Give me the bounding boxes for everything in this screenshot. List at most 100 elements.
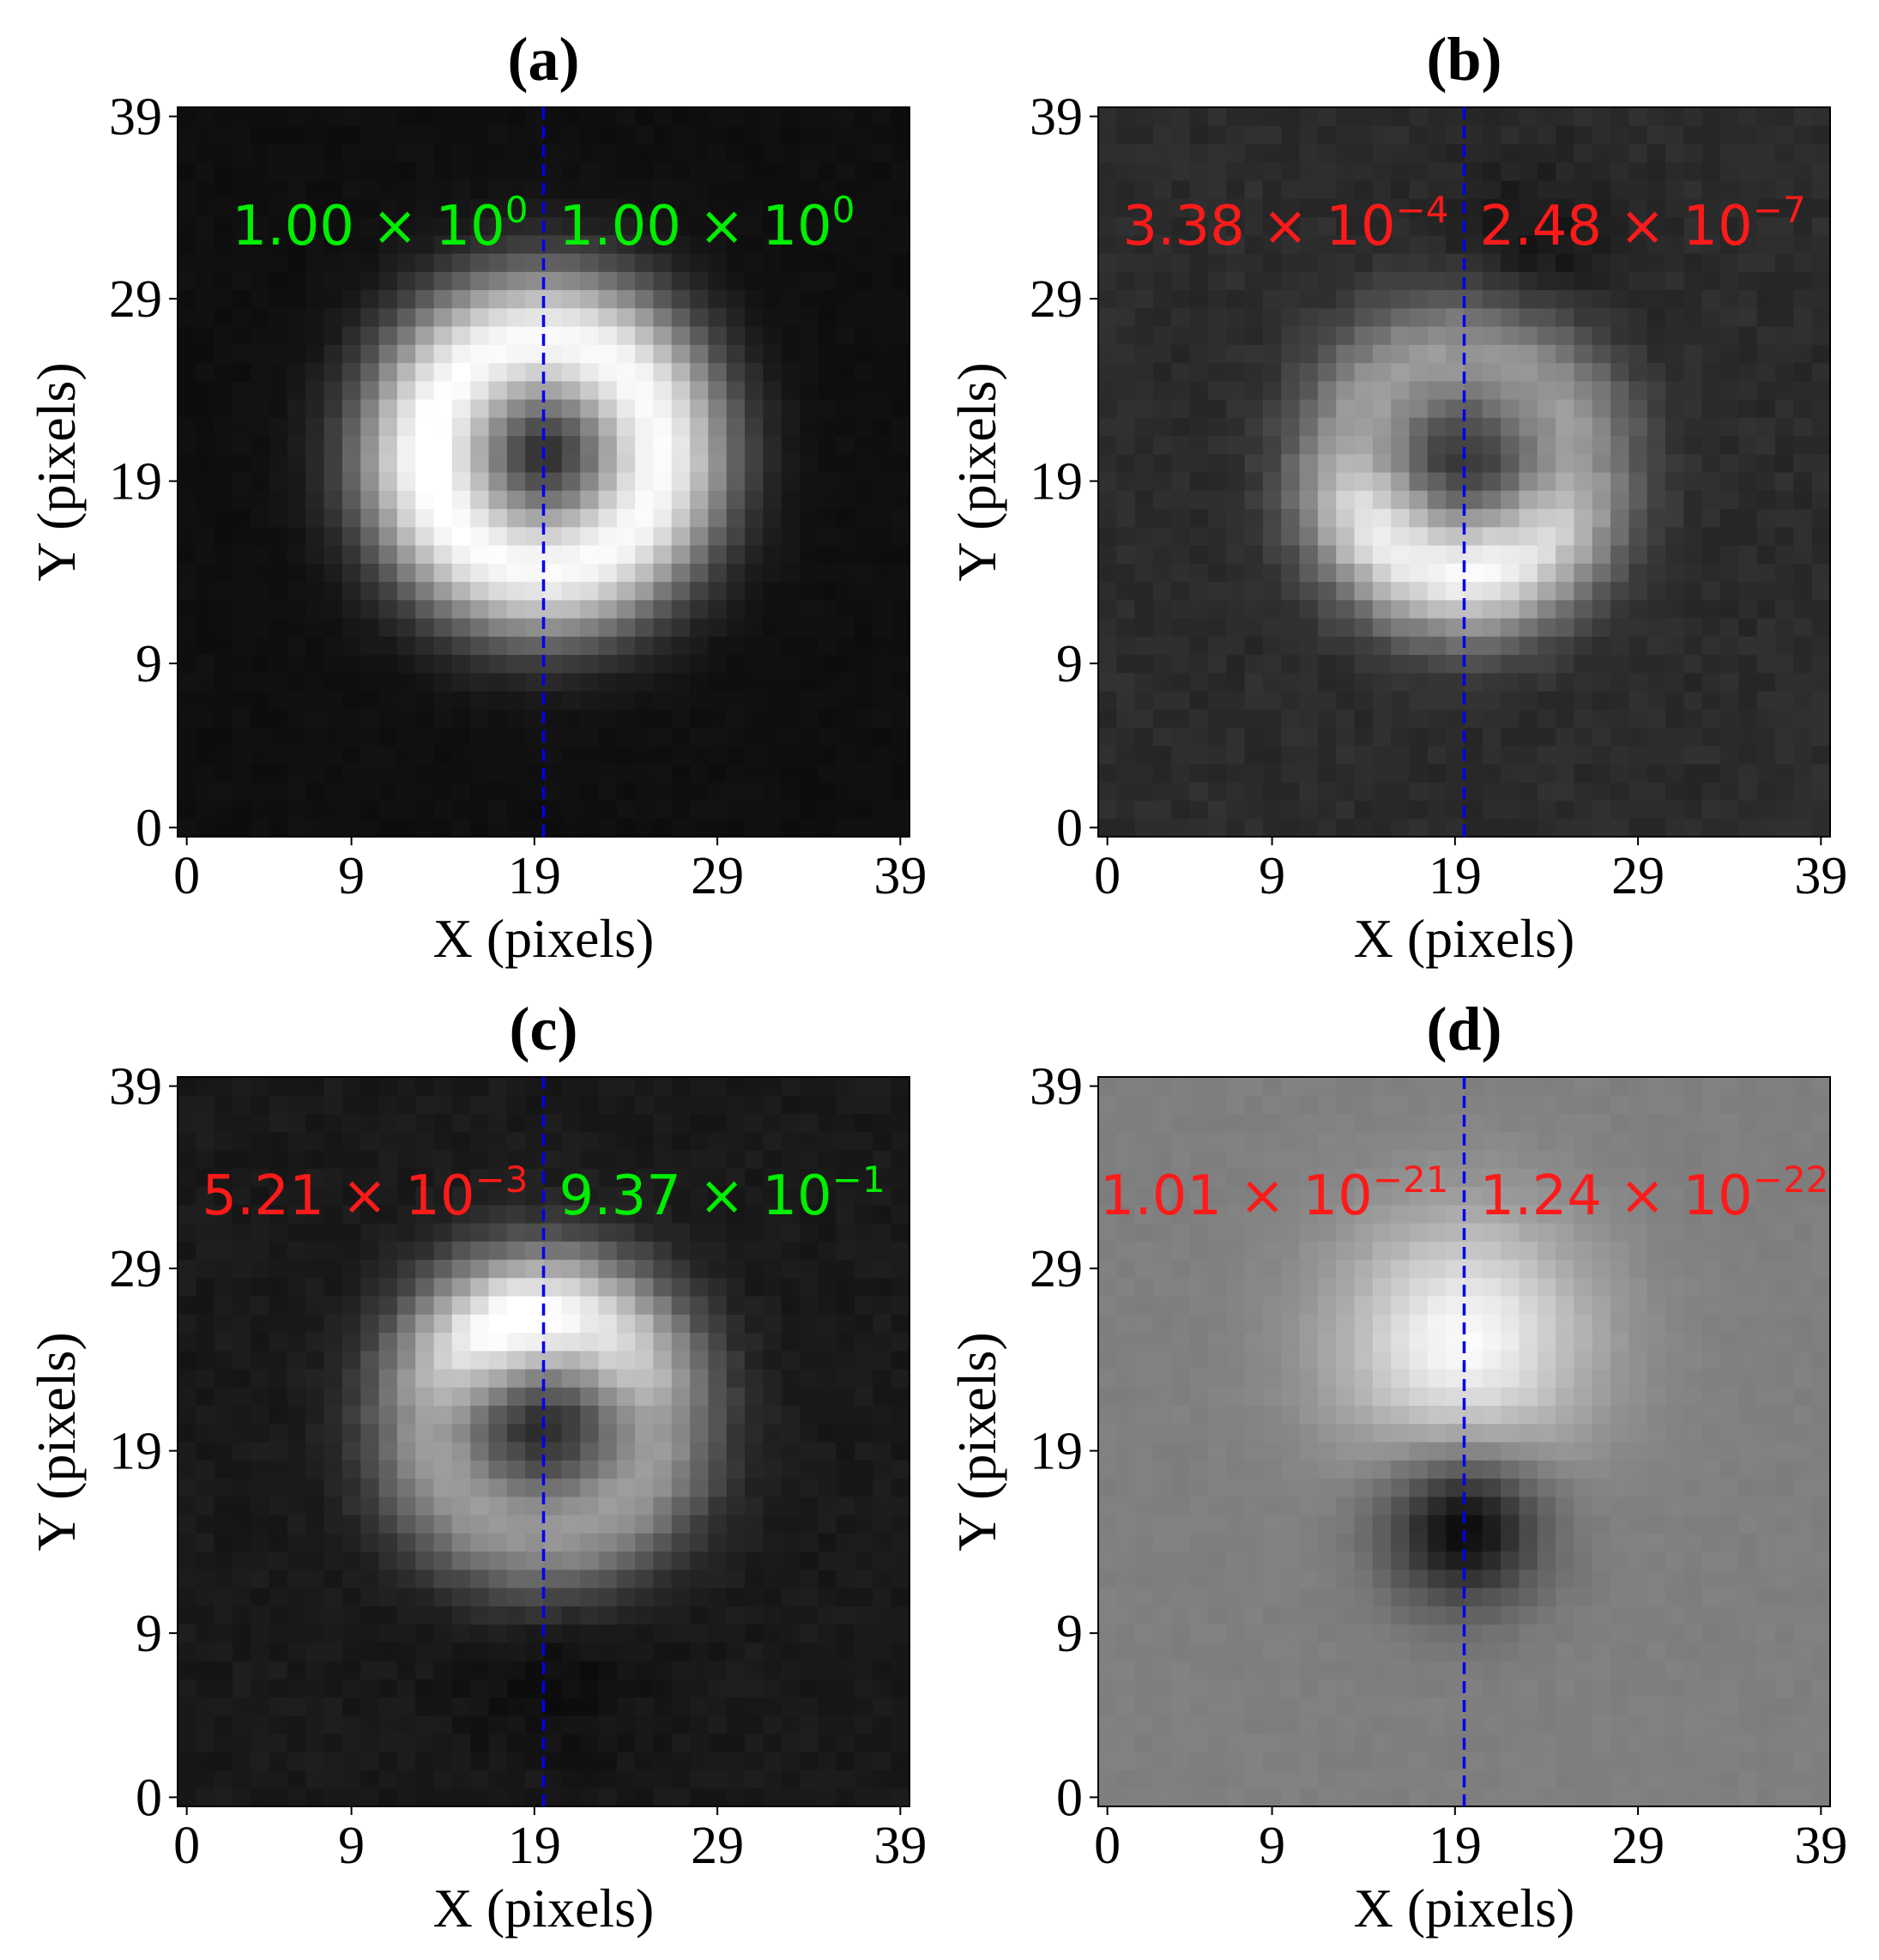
heatmap-cell [1574, 161, 1593, 181]
heatmap-cell [305, 161, 325, 181]
heatmap-cell [1537, 253, 1556, 272]
heatmap-cell [653, 307, 673, 327]
heatmap-cell [781, 216, 801, 236]
heatmap-cell [1317, 399, 1337, 418]
heatmap-cell [818, 782, 837, 802]
heatmap-cell [1427, 107, 1447, 126]
heatmap-cell [561, 1314, 581, 1334]
heatmap-cell [781, 453, 801, 473]
heatmap-cell [1482, 198, 1501, 218]
heatmap-cell [1501, 545, 1520, 564]
heatmap-cell [671, 271, 691, 291]
heatmap-cell [470, 1496, 490, 1515]
heatmap-cell [781, 1661, 801, 1679]
heatmap-cell [1646, 417, 1666, 437]
heatmap-cell [1317, 472, 1337, 491]
heatmap-cell [818, 125, 837, 145]
heatmap-cell [470, 472, 490, 491]
heatmap-cell [1556, 745, 1575, 765]
heatmap-cell [415, 782, 435, 802]
heatmap-cell [1610, 599, 1630, 619]
heatmap-cell [1592, 380, 1611, 400]
heatmap-cell [360, 818, 380, 838]
heatmap-cell [451, 1204, 471, 1224]
heatmap-cell [488, 216, 508, 236]
heatmap-cell [616, 453, 636, 473]
metric-left: 1.00 × 100 [233, 189, 529, 258]
heatmap-cell [378, 563, 398, 583]
heatmap-cell [1262, 782, 1282, 802]
heatmap-cell [580, 1277, 600, 1297]
heatmap-cell [1391, 1788, 1411, 1807]
heatmap-cell [1134, 289, 1154, 309]
heatmap-cell [1738, 271, 1758, 291]
heatmap-cell [232, 1569, 251, 1588]
heatmap-cell [800, 271, 819, 291]
heatmap-cell [196, 1606, 215, 1625]
heatmap-cell [1556, 198, 1575, 218]
heatmap-cell [323, 161, 343, 181]
heatmap-cell [196, 1077, 215, 1096]
heatmap-cell [598, 1095, 618, 1115]
heatmap-cell [506, 508, 526, 528]
heatmap-cell [1427, 1788, 1447, 1807]
heatmap-cell [800, 1624, 819, 1643]
heatmap-cell [488, 307, 508, 327]
heatmap-cell [745, 399, 764, 418]
heatmap-cell [451, 1697, 471, 1716]
heatmap-cell [1226, 508, 1246, 528]
heatmap-cell [232, 672, 251, 692]
heatmap-cell [1134, 399, 1154, 418]
heatmap-cell [251, 326, 270, 345]
heatmap-cell [690, 307, 710, 327]
heatmap-cell [415, 253, 435, 272]
heatmap-cell [1665, 818, 1684, 838]
heatmap-cell [214, 1588, 233, 1606]
heatmap-cell [1537, 672, 1556, 692]
heatmap-cell [1519, 581, 1538, 601]
heatmap-cell [635, 380, 655, 400]
heatmap-cell [506, 1131, 526, 1151]
heatmap-cell [1793, 1769, 1813, 1789]
heatmap-cell [873, 1387, 892, 1406]
heatmap-cell [745, 1533, 764, 1552]
heatmap-cell [1171, 490, 1191, 510]
heatmap-cell [1226, 417, 1246, 437]
heatmap-cell [1226, 107, 1246, 126]
heatmap-cell [360, 1204, 380, 1224]
heatmap-cell [781, 563, 801, 583]
heatmap-cell [891, 472, 910, 491]
heatmap-cell [323, 818, 343, 838]
heatmap-cell [598, 180, 618, 199]
heatmap-cell [178, 618, 196, 637]
heatmap-cell [1464, 180, 1483, 199]
heatmap-cell [616, 107, 636, 126]
heatmap-cell [543, 1186, 563, 1206]
heatmap-cell [653, 1533, 673, 1552]
heatmap-cell [763, 1186, 782, 1206]
heatmap-cell [214, 1496, 233, 1515]
heatmap-cell [891, 1241, 910, 1261]
heatmap-cell [561, 326, 581, 345]
heatmap-cell [1152, 1751, 1172, 1771]
heatmap-cell [891, 1113, 910, 1133]
heatmap-cell [360, 1259, 380, 1279]
heatmap-cell [1134, 307, 1154, 327]
heatmap-cell [818, 727, 837, 747]
heatmap-cell [1317, 198, 1337, 218]
heatmap-cell [1409, 107, 1429, 126]
heatmap-cell [1171, 545, 1191, 564]
heatmap-cell [800, 1131, 819, 1151]
heatmap-cell [1556, 563, 1575, 583]
heatmap-cell [1628, 198, 1648, 218]
heatmap-cell [726, 1642, 746, 1661]
heatmap-cell [470, 1131, 490, 1151]
heatmap-cell [433, 1661, 453, 1679]
heatmap-cell [1592, 764, 1611, 783]
heatmap-cell [433, 490, 453, 510]
heatmap-cell [214, 1296, 233, 1315]
heatmap-cell [836, 782, 855, 802]
heatmap-cell [287, 1186, 306, 1206]
heatmap-cell [671, 161, 691, 181]
heatmap-cell [781, 180, 801, 199]
